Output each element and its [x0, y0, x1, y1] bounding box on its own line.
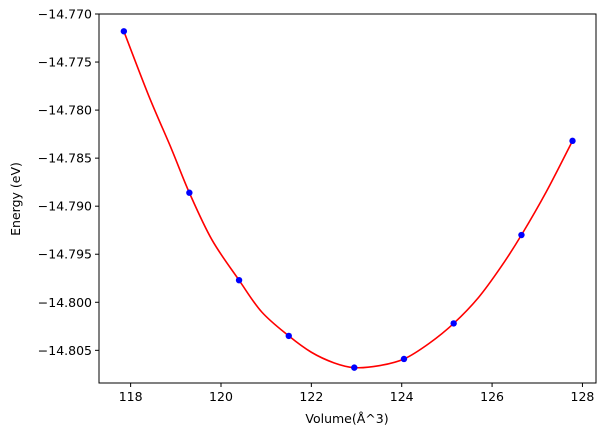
x-axis-ticks: 118 120 122 124 126 128: [119, 383, 595, 404]
y-tick-label: −14.795: [38, 247, 92, 262]
data-point: [450, 320, 457, 327]
data-point: [285, 332, 292, 340]
x-tick-label: 126: [480, 389, 504, 404]
data-point: [518, 231, 525, 239]
data-point: [235, 276, 243, 284]
y-tick-label: −14.785: [38, 151, 92, 166]
series-layer: [120, 28, 576, 371]
x-tick-label: 120: [209, 389, 233, 404]
x-tick-label: 124: [390, 389, 414, 404]
y-tick-label: −14.775: [38, 55, 92, 70]
y-tick-label: −14.780: [38, 103, 92, 118]
x-tick-label: 128: [571, 389, 595, 404]
y-tick-label: −14.790: [38, 199, 92, 214]
x-axis-label: Volume(Å^3): [305, 411, 388, 426]
x-tick-label: 122: [299, 389, 323, 404]
data-point: [186, 189, 193, 196]
x-tick-label: 118: [119, 389, 143, 404]
data-point: [569, 137, 576, 145]
y-tick-label: −14.805: [38, 343, 92, 358]
y-axis-label: Energy (eV): [8, 162, 23, 236]
data-point: [120, 28, 128, 35]
plot-area: [98, 13, 597, 384]
data-point: [400, 355, 408, 363]
y-tick-label: −14.800: [38, 295, 92, 310]
y-axis-ticks: −14.770 −14.775 −14.780 −14.785 −14.790 −14.7…: [38, 7, 99, 358]
y-tick-label: −14.770: [38, 7, 92, 22]
data-point: [351, 364, 358, 371]
